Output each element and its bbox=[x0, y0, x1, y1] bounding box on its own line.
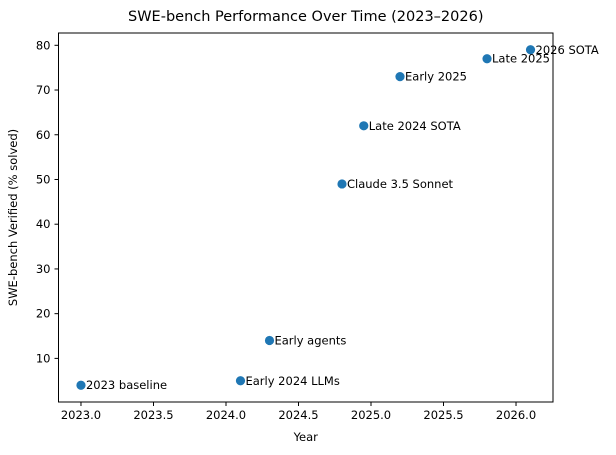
point-annotations: 2023 baseline Early 2024 LLMs Early agents… bbox=[86, 43, 599, 392]
y-tick-label: 80 bbox=[36, 38, 51, 52]
y-tick-label: 50 bbox=[36, 172, 51, 186]
chart-title: SWE-bench Performance Over Time (2023–20… bbox=[128, 9, 483, 25]
x-tick-label: 2023.5 bbox=[133, 408, 173, 422]
data-point-label: Late 2024 SOTA bbox=[369, 119, 461, 133]
data-point bbox=[76, 380, 86, 390]
data-point bbox=[359, 121, 369, 131]
y-tick-label: 20 bbox=[36, 307, 51, 321]
x-tick-label: 2025.0 bbox=[351, 408, 391, 422]
data-point bbox=[395, 72, 405, 82]
plot-area-border bbox=[58, 32, 554, 403]
y-tick-label: 10 bbox=[36, 351, 51, 365]
x-tick-label: 2025.5 bbox=[423, 408, 463, 422]
data-point bbox=[482, 54, 492, 64]
x-tick-label: 2023.0 bbox=[61, 408, 101, 422]
data-point-label: Early 2025 bbox=[405, 70, 467, 84]
x-ticks: 2023.0 2023.5 2024.0 2024.5 2025.0 2025.5 2026… bbox=[61, 402, 536, 422]
data-point bbox=[264, 335, 275, 346]
data-point-label: Late 2025 bbox=[492, 52, 550, 66]
x-tick-label: 2024.0 bbox=[206, 408, 246, 422]
y-ticks: 10 20 30 40 50 60 70 80 bbox=[36, 38, 59, 365]
y-tick-label: 70 bbox=[36, 83, 51, 97]
data-point-label: 2026 SOTA bbox=[536, 43, 599, 57]
data-point-label: Early agents bbox=[274, 334, 346, 348]
y-tick-label: 40 bbox=[36, 217, 51, 231]
data-point-label: Claude 3.5 Sonnet bbox=[347, 177, 454, 191]
data-point bbox=[235, 376, 246, 386]
data-point-label: 2023 baseline bbox=[86, 378, 167, 392]
x-tick-label: 2024.5 bbox=[278, 408, 318, 422]
y-axis-label: SWE-bench Verified (% solved) bbox=[6, 129, 20, 306]
data-point bbox=[525, 45, 536, 55]
y-tick-label: 30 bbox=[36, 262, 51, 276]
x-tick-label: 2026.0 bbox=[496, 408, 536, 422]
x-axis-label: Year bbox=[293, 430, 319, 444]
data-point bbox=[337, 179, 347, 189]
data-point-label: Early 2024 LLMs bbox=[245, 374, 339, 388]
y-tick-label: 60 bbox=[36, 128, 51, 142]
data-points bbox=[76, 45, 536, 390]
